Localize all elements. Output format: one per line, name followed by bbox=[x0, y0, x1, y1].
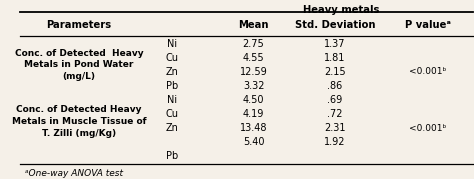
Text: 4.55: 4.55 bbox=[243, 53, 264, 63]
Text: 1.92: 1.92 bbox=[324, 137, 346, 147]
Text: Zn: Zn bbox=[165, 67, 179, 77]
Text: 3.32: 3.32 bbox=[243, 81, 264, 91]
Text: 5.40: 5.40 bbox=[243, 137, 264, 147]
Text: 1.81: 1.81 bbox=[324, 53, 346, 63]
Text: .72: .72 bbox=[328, 109, 343, 119]
Text: Pb: Pb bbox=[166, 81, 178, 91]
Text: .86: .86 bbox=[328, 81, 343, 91]
Text: Zn: Zn bbox=[165, 123, 179, 133]
Text: 4.19: 4.19 bbox=[243, 109, 264, 119]
Text: 12.59: 12.59 bbox=[240, 67, 267, 77]
Text: 2.15: 2.15 bbox=[324, 67, 346, 77]
Text: <0.001ᵇ: <0.001ᵇ bbox=[410, 124, 447, 133]
Text: Heavy metals: Heavy metals bbox=[302, 5, 379, 15]
Text: P valueᵃ: P valueᵃ bbox=[405, 20, 451, 30]
Text: Parameters: Parameters bbox=[46, 20, 112, 30]
Text: 1.37: 1.37 bbox=[324, 39, 346, 49]
Text: <0.001ᵇ: <0.001ᵇ bbox=[410, 67, 447, 76]
Text: Cu: Cu bbox=[165, 109, 179, 119]
Text: Ni: Ni bbox=[167, 39, 177, 49]
Text: Ni: Ni bbox=[167, 95, 177, 105]
Text: Cu: Cu bbox=[165, 53, 179, 63]
Text: 2.31: 2.31 bbox=[324, 123, 346, 133]
Text: Conc. of Detected Heavy
Metals in Muscle Tissue of
T. Zilli (mg/Kg): Conc. of Detected Heavy Metals in Muscle… bbox=[12, 105, 146, 137]
Text: 2.75: 2.75 bbox=[243, 39, 264, 49]
Text: ᵃOne-way ANOVA test: ᵃOne-way ANOVA test bbox=[25, 169, 123, 178]
Text: Std. Deviation: Std. Deviation bbox=[295, 20, 375, 30]
Text: 4.50: 4.50 bbox=[243, 95, 264, 105]
Text: Mean: Mean bbox=[238, 20, 269, 30]
Text: 13.48: 13.48 bbox=[240, 123, 267, 133]
Text: Pb: Pb bbox=[166, 151, 178, 161]
Text: .69: .69 bbox=[328, 95, 343, 105]
Text: Conc. of Detected  Heavy
Metals in Pond Water
(mg/L): Conc. of Detected Heavy Metals in Pond W… bbox=[15, 49, 144, 81]
